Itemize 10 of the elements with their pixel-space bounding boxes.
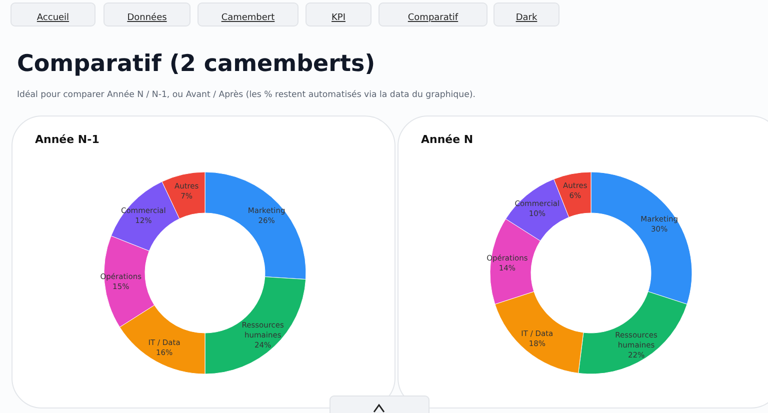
text: Comparatif (2 camemberts) [17, 51, 376, 77]
text: Dark [516, 13, 538, 23]
text: Idéal pour comparer Année N / N-1, ou Avant / Après (les % restent automatisés via la data du graphique). [17, 90, 476, 100]
text: KPI [332, 13, 346, 23]
text: Comparatif [408, 13, 459, 23]
text: Données [127, 12, 168, 23]
chart-title: Année N-1 [35, 133, 100, 146]
chart-title: Année N [421, 133, 474, 146]
text: Accueil [36, 13, 70, 23]
text: Camembert [221, 13, 276, 23]
